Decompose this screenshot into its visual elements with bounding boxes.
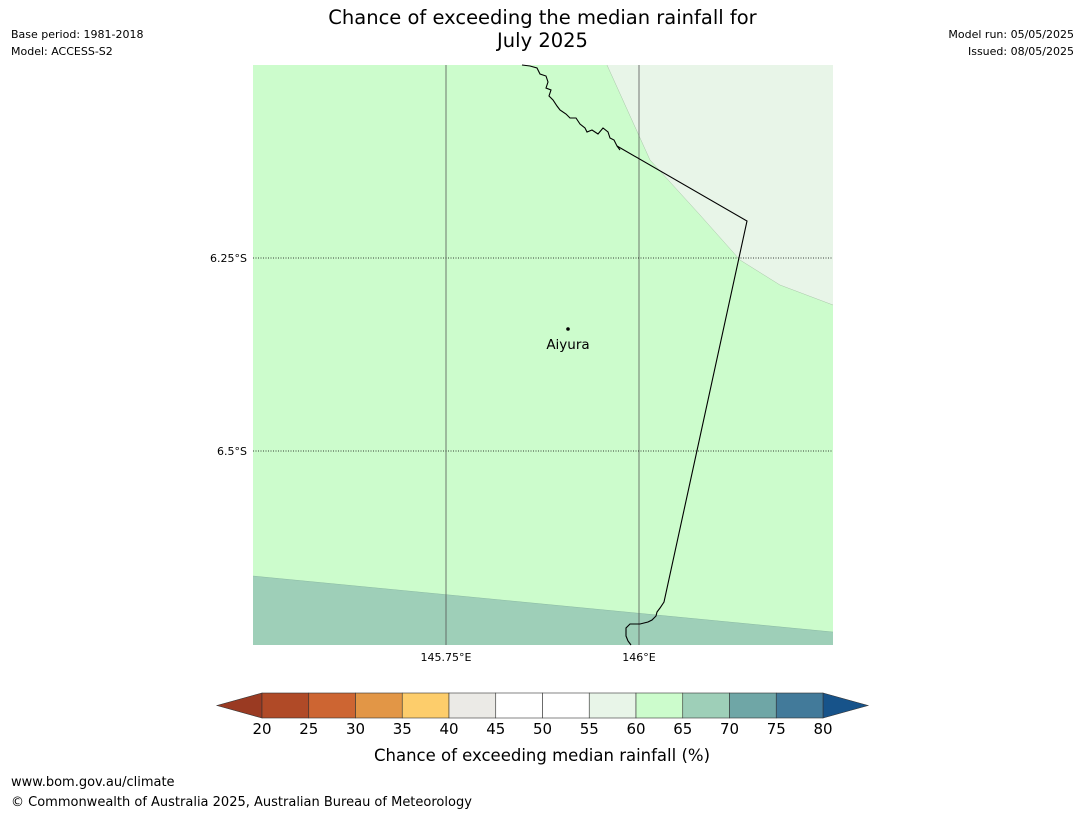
axis-labels: 6.25°S 6.5°S 145.75°E 146°E [210,252,656,664]
colorbar-bin [775,692,824,719]
colorbar-bin [448,692,497,719]
border-line [616,145,748,646]
colorbar-bin [682,692,730,719]
map-panel: Aiyura [252,64,834,646]
lat-label-6-5: 6.5°S [217,445,247,458]
colorbar-tick-label: 30 [346,720,365,738]
colorbar: 20 25 30 35 40 45 50 55 60 65 70 75 80 Chance of exc… [215,692,870,765]
issued-date: Issued: 08/05/2025 [967,45,1074,58]
lon-label-146: 146°E [622,651,655,664]
footer-copyright: © Commonwealth of Australia 2025, Austra… [11,795,472,810]
aiyura-marker [566,327,570,331]
model-run: Model run: 05/05/2025 [948,28,1074,41]
title-line-2: July 2025 [497,29,588,52]
coastline [521,64,621,151]
title-line-1: Chance of exceeding the median rainfall … [328,6,757,29]
colorbar-tick-label: 45 [486,720,505,738]
zone-edge-55-60 [606,64,834,306]
colorbar-ticks: 20 25 30 35 40 45 50 55 60 65 70 75 80 [252,720,832,738]
zone-65-70 [253,576,833,645]
meta-left: Base period: 1981-2018 Model: ACCESS-S2 [11,26,143,60]
colorbar-title: Chance of exceeding median rainfall (%) [374,746,710,765]
colorbar-bin [308,692,356,719]
colorbar-bin [261,692,310,719]
footer-url[interactable]: www.bom.gov.au/climate [11,775,175,790]
colorbar-tick-label: 80 [813,720,832,738]
colorbar-tick-label: 50 [533,720,552,738]
colorbar-tick-label: 25 [299,720,318,738]
lon-label-145-75: 145.75°E [421,651,472,664]
colorbar-bin [588,692,637,719]
colorbar-bin [401,692,450,719]
base-period: Base period: 1981-2018 [11,28,144,41]
colorbar-tick-label: 70 [720,720,739,738]
graticule [253,65,833,645]
colorbar-bin [635,692,684,719]
model-name: Model: ACCESS-S2 [11,45,113,58]
colorbar-tick-label: 40 [439,720,458,738]
colorbar-under-arrow [215,692,263,719]
colorbar-tick-label: 55 [580,720,599,738]
colorbar-tick-label: 75 [767,720,786,738]
colorbar-tick-label: 35 [393,720,412,738]
colorbar-tick-label: 65 [673,720,692,738]
colorbar-bin [355,692,403,719]
colorbar-bin [495,692,543,719]
colorbar-over-arrow [822,692,870,719]
map-title: Chance of exceeding the median rainfall … [0,6,1085,52]
aiyura-label: Aiyura [546,337,589,353]
zone-edge-65-70 [252,575,834,633]
colorbar-tick-label: 20 [252,720,271,738]
colorbar-bins [261,692,824,719]
zone-55-60 [607,65,833,305]
colorbar-bin [729,692,777,719]
meta-right: Model run: 05/05/2025 Issued: 08/05/2025 [948,26,1074,60]
lat-label-6-25: 6.25°S [210,252,247,265]
colorbar-tick-label: 60 [626,720,645,738]
colorbar-bin [542,692,590,719]
